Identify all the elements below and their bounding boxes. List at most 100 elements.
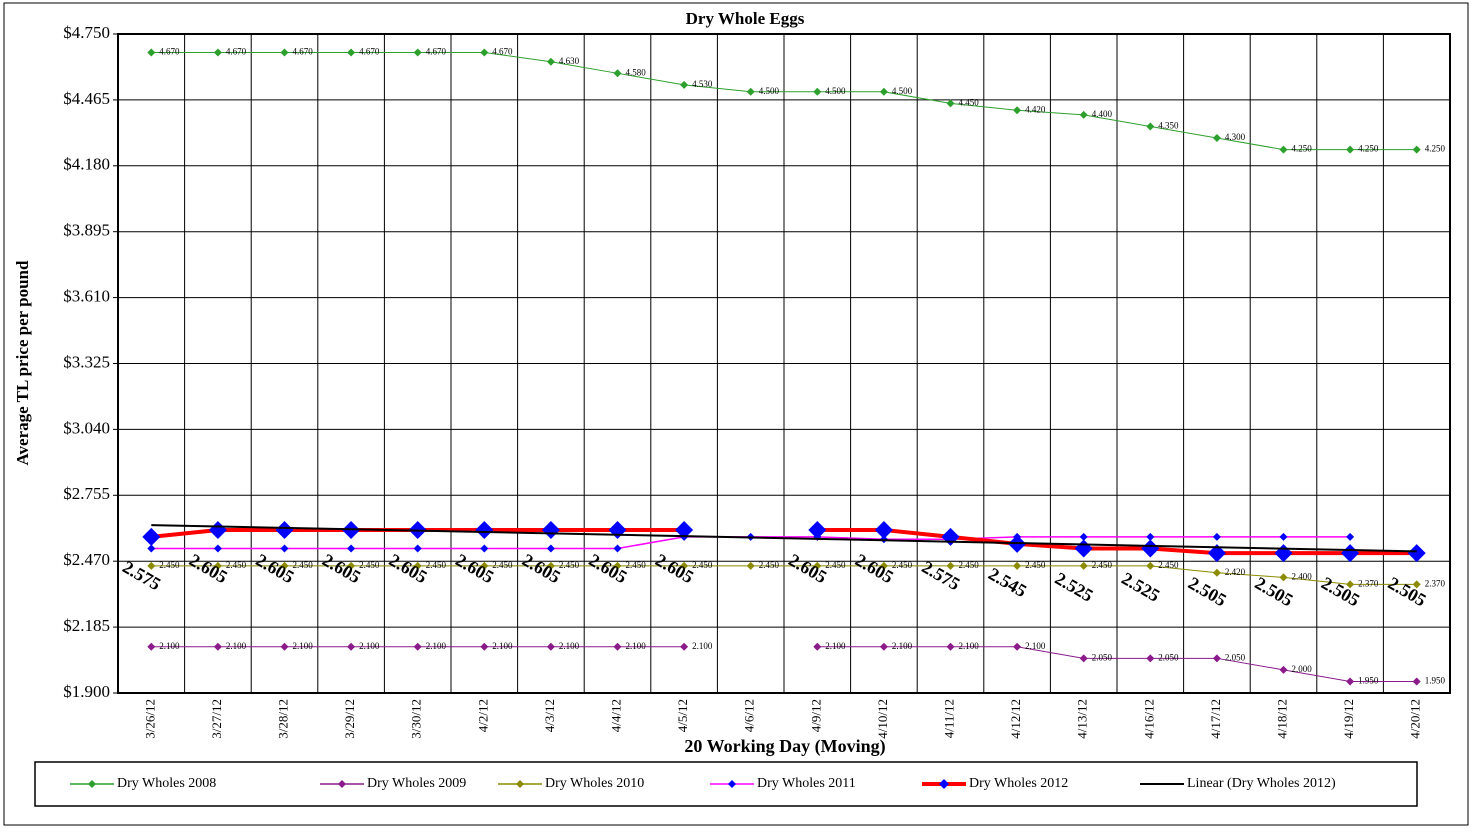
data-point: [1207, 544, 1226, 563]
chart-title: Dry Whole Eggs: [686, 9, 805, 28]
data-point: [1079, 110, 1088, 119]
data-label: 4.670: [426, 47, 447, 57]
data-point: [813, 642, 822, 651]
data-label: 2.450: [959, 560, 980, 570]
x-tick-label: 3/26/12: [142, 699, 157, 739]
data-point: [1412, 677, 1421, 686]
data-point: [879, 87, 888, 96]
data-point: [613, 561, 622, 570]
y-tick-label: $2.470: [63, 550, 110, 569]
data-point: [213, 48, 222, 57]
data-point: [1079, 561, 1088, 570]
data-point: [1407, 544, 1426, 563]
data-point: [813, 87, 822, 96]
data-label: 2.450: [825, 560, 846, 570]
data-point: [147, 544, 156, 553]
data-point: [1212, 134, 1221, 143]
data-label: 2.450: [1158, 560, 1179, 570]
x-tick-label: 4/13/12: [1075, 699, 1090, 739]
series-line: [151, 565, 1417, 585]
data-label: 4.420: [1025, 104, 1046, 114]
data-label: 4.500: [825, 86, 846, 96]
data-point: [1279, 532, 1288, 541]
data-label: 2.400: [1292, 571, 1313, 581]
data-point: [1079, 532, 1088, 541]
data-label: 2.450: [626, 560, 647, 570]
data-point: [546, 642, 555, 651]
data-point: [280, 561, 289, 570]
x-tick-label: 4/4/12: [608, 699, 623, 732]
data-point: [746, 87, 755, 96]
data-label: 2.370: [1425, 578, 1446, 588]
data-point: [1412, 580, 1421, 589]
legend-label: Dry Wholes 2009: [367, 776, 466, 791]
data-point: [413, 561, 422, 570]
legend-label: Dry Wholes 2011: [757, 776, 856, 791]
data-point: [213, 642, 222, 651]
data-label: 2.100: [559, 641, 580, 651]
legend-marker: [728, 780, 736, 788]
data-point: [1346, 580, 1355, 589]
x-tick-label: 3/30/12: [409, 699, 424, 739]
data-point: [1013, 561, 1022, 570]
data-label: 2.100: [1025, 641, 1046, 651]
y-tick-label: $3.040: [63, 418, 110, 437]
trend-line: [151, 524, 1417, 553]
legend-marker: [338, 780, 346, 788]
data-point: [879, 642, 888, 651]
y-tick-label: $3.610: [63, 287, 110, 306]
x-tick-label: 4/10/12: [875, 699, 890, 739]
data-label: 4.530: [692, 79, 713, 89]
data-point: [347, 544, 356, 553]
data-label: 2.450: [492, 560, 513, 570]
data-point: [1279, 145, 1288, 154]
legend-label: Dry Wholes 2012: [969, 776, 1068, 791]
data-point: [347, 642, 356, 651]
data-label: 2.050: [1092, 652, 1113, 662]
data-point: [1146, 561, 1155, 570]
data-point: [680, 561, 689, 570]
data-point: [1212, 654, 1221, 663]
x-tick-label: 4/2/12: [475, 699, 490, 732]
data-point: [680, 642, 689, 651]
data-point: [347, 48, 356, 57]
data-label: 4.250: [1292, 144, 1313, 154]
data-point: [874, 520, 893, 539]
data-label: 2.450: [692, 560, 713, 570]
data-point: [413, 544, 422, 553]
data-point: [613, 642, 622, 651]
data-label: 2.100: [825, 641, 846, 651]
data-label: 4.670: [293, 47, 314, 57]
data-label: 4.670: [492, 47, 513, 57]
x-tick-label: 4/20/12: [1408, 699, 1423, 739]
data-point: [475, 520, 494, 539]
data-point: [1146, 122, 1155, 131]
data-label: 2.000: [1292, 664, 1313, 674]
legend-marker: [516, 780, 524, 788]
data-point: [808, 520, 827, 539]
data-label: 2.100: [959, 641, 980, 651]
data-point: [613, 544, 622, 553]
data-point: [879, 561, 888, 570]
data-label: 2.450: [1025, 560, 1046, 570]
data-point: [480, 561, 489, 570]
data-point: [480, 544, 489, 553]
data-point: [413, 642, 422, 651]
data-label: 2.450: [892, 560, 913, 570]
data-point: [1341, 544, 1360, 563]
data-point: [813, 561, 822, 570]
x-tick-label: 4/6/12: [742, 699, 757, 732]
legend-marker: [88, 780, 96, 788]
data-point: [1212, 568, 1221, 577]
data-point: [1013, 642, 1022, 651]
data-point: [275, 520, 294, 539]
legend-label: Dry Wholes 2008: [117, 776, 216, 791]
data-label: 2.100: [692, 641, 713, 651]
data-point: [541, 520, 560, 539]
data-label: 2.420: [1225, 567, 1246, 577]
data-label: 2.450: [359, 560, 380, 570]
data-label: 2.450: [426, 560, 447, 570]
data-point: [213, 561, 222, 570]
data-point: [546, 544, 555, 553]
data-label: 4.400: [1092, 109, 1113, 119]
